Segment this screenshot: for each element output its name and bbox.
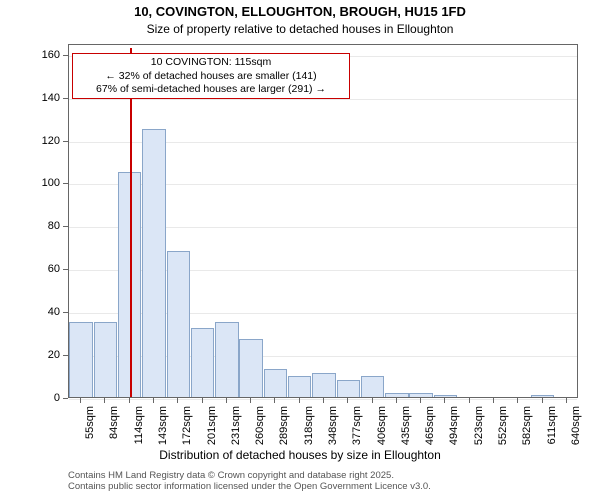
y-tick-mark bbox=[63, 55, 68, 56]
bar bbox=[337, 380, 360, 397]
x-tick-mark bbox=[469, 398, 470, 403]
bar bbox=[94, 322, 117, 397]
x-tick-mark bbox=[129, 398, 130, 403]
bar bbox=[239, 339, 262, 397]
x-tick-mark bbox=[226, 398, 227, 403]
x-tick-label: 114sqm bbox=[133, 406, 145, 458]
x-tick-mark bbox=[177, 398, 178, 403]
bar bbox=[288, 376, 311, 397]
credit-line: Contains HM Land Registry data © Crown c… bbox=[68, 470, 431, 481]
x-tick-label: 523sqm bbox=[473, 406, 485, 458]
y-tick-mark bbox=[63, 141, 68, 142]
x-tick-label: 611sqm bbox=[546, 406, 558, 458]
x-tick-mark bbox=[202, 398, 203, 403]
bar bbox=[409, 393, 432, 397]
x-tick-mark bbox=[420, 398, 421, 403]
bar bbox=[264, 369, 287, 397]
y-tick-label: 80 bbox=[34, 220, 60, 232]
bar bbox=[385, 393, 408, 397]
y-tick-label: 0 bbox=[34, 392, 60, 404]
x-tick-mark bbox=[153, 398, 154, 403]
bar bbox=[434, 395, 457, 397]
y-tick-label: 160 bbox=[34, 49, 60, 61]
credits-text: Contains HM Land Registry data © Crown c… bbox=[68, 470, 431, 493]
x-tick-mark bbox=[104, 398, 105, 403]
chart-title: 10, COVINGTON, ELLOUGHTON, BROUGH, HU15 … bbox=[0, 4, 600, 19]
y-tick-label: 60 bbox=[34, 263, 60, 275]
x-tick-mark bbox=[396, 398, 397, 403]
x-tick-label: 377sqm bbox=[351, 406, 363, 458]
x-tick-label: 260sqm bbox=[254, 406, 266, 458]
y-tick-label: 40 bbox=[34, 306, 60, 318]
x-tick-label: 84sqm bbox=[108, 406, 120, 458]
x-tick-label: 406sqm bbox=[376, 406, 388, 458]
x-tick-label: 201sqm bbox=[206, 406, 218, 458]
x-tick-mark bbox=[250, 398, 251, 403]
y-tick-label: 120 bbox=[34, 135, 60, 147]
x-tick-mark bbox=[444, 398, 445, 403]
x-tick-label: 494sqm bbox=[448, 406, 460, 458]
bar bbox=[312, 373, 335, 397]
x-tick-mark bbox=[323, 398, 324, 403]
y-tick-mark bbox=[63, 312, 68, 313]
y-tick-mark bbox=[63, 355, 68, 356]
y-tick-mark bbox=[63, 269, 68, 270]
x-tick-label: 465sqm bbox=[424, 406, 436, 458]
x-tick-label: 143sqm bbox=[157, 406, 169, 458]
y-tick-mark bbox=[63, 98, 68, 99]
x-tick-label: 289sqm bbox=[278, 406, 290, 458]
bar bbox=[69, 322, 92, 397]
bar bbox=[167, 251, 190, 397]
property-marker bbox=[130, 48, 132, 397]
bar bbox=[142, 129, 165, 397]
bar bbox=[361, 376, 384, 397]
x-tick-mark bbox=[517, 398, 518, 403]
bar bbox=[215, 322, 238, 397]
credit-line: Contains public sector information licen… bbox=[68, 481, 431, 492]
x-tick-label: 318sqm bbox=[303, 406, 315, 458]
x-tick-mark bbox=[566, 398, 567, 403]
y-tick-mark bbox=[63, 398, 68, 399]
x-tick-mark bbox=[299, 398, 300, 403]
x-tick-label: 55sqm bbox=[84, 406, 96, 458]
x-tick-mark bbox=[493, 398, 494, 403]
x-tick-mark bbox=[274, 398, 275, 403]
x-tick-label: 435sqm bbox=[400, 406, 412, 458]
x-tick-label: 640sqm bbox=[570, 406, 582, 458]
x-tick-mark bbox=[347, 398, 348, 403]
y-tick-mark bbox=[63, 226, 68, 227]
x-tick-label: 348sqm bbox=[327, 406, 339, 458]
bar bbox=[531, 395, 554, 397]
y-tick-label: 20 bbox=[34, 349, 60, 361]
chart-subtitle: Size of property relative to detached ho… bbox=[0, 22, 600, 36]
bar bbox=[191, 328, 214, 397]
x-tick-label: 552sqm bbox=[497, 406, 509, 458]
x-tick-label: 172sqm bbox=[181, 406, 193, 458]
x-tick-mark bbox=[80, 398, 81, 403]
y-tick-label: 100 bbox=[34, 177, 60, 189]
annotation-text: 10 COVINGTON: 115sqm← 32% of detached ho… bbox=[72, 53, 350, 98]
x-tick-mark bbox=[372, 398, 373, 403]
y-tick-label: 140 bbox=[34, 92, 60, 104]
x-tick-mark bbox=[542, 398, 543, 403]
x-tick-label: 231sqm bbox=[230, 406, 242, 458]
y-tick-mark bbox=[63, 183, 68, 184]
x-tick-label: 582sqm bbox=[521, 406, 533, 458]
